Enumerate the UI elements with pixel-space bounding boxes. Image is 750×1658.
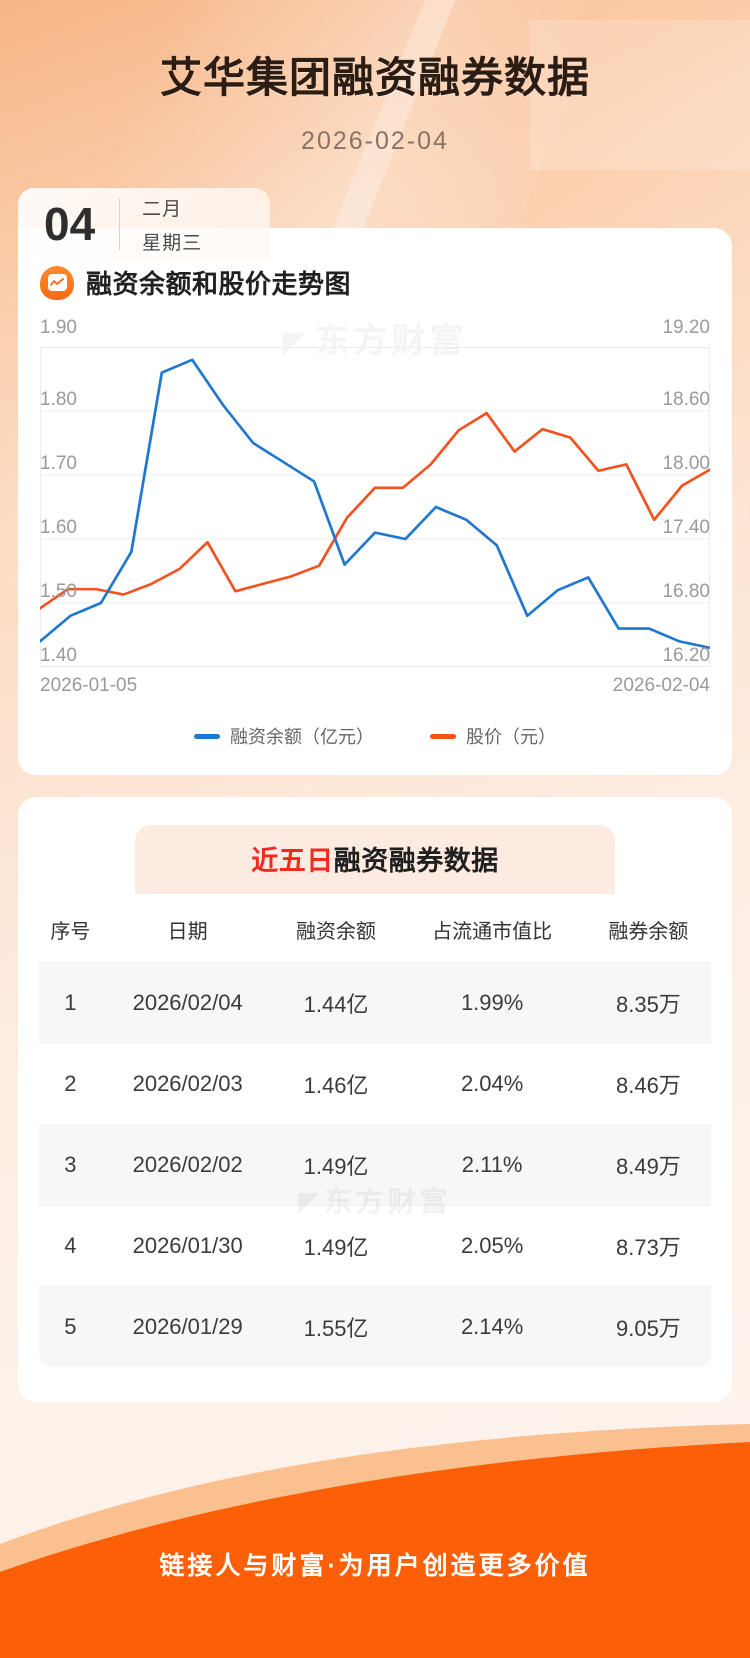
right-axis-tick-5: 16.20 bbox=[662, 645, 710, 666]
page-footer: 链接人与财富·为用户创造更多价值 bbox=[0, 1424, 750, 1658]
legend-label-price: 股价（元） bbox=[466, 727, 556, 747]
date-month: 二月 bbox=[142, 198, 183, 220]
line-chart-icon bbox=[40, 265, 74, 300]
left-axis-tick-3: 1.60 bbox=[40, 517, 77, 538]
table-title-rest: 融资融券数据 bbox=[333, 846, 499, 876]
footer-wave bbox=[0, 1424, 750, 1658]
page-subtitle-date: 2026-02-04 bbox=[301, 127, 449, 155]
legend-item-price[interactable]: 股价（元） bbox=[430, 723, 556, 749]
chart-body: ◤东方财富 1.90 19.20 1.801.701.601.501.40 18… bbox=[18, 309, 732, 749]
right-axis-tick-4: 16.80 bbox=[662, 581, 710, 602]
right-axis-tick-2: 18.00 bbox=[662, 453, 710, 474]
right-axis-tick-0: 19.20 bbox=[662, 317, 710, 338]
chart-legend: 融资余额（亿元） 股价（元） bbox=[18, 723, 732, 749]
table-body: 1 2026/02/04 1.44亿 1.99% 8.35万 2 2026/02/03 1.4… bbox=[39, 962, 711, 1367]
legend-swatch-balance bbox=[194, 733, 220, 739]
chart-header: 融资余额和股价走势图 bbox=[18, 250, 732, 309]
column-header-balance: 融资余额 bbox=[273, 895, 399, 963]
cell-date: 2026/02/03 bbox=[101, 1043, 274, 1125]
right-axis-tick-3: 17.40 bbox=[662, 517, 710, 538]
cell-date: 2026/02/04 bbox=[101, 962, 274, 1044]
cell-date: 2026/01/29 bbox=[101, 1286, 274, 1367]
left-axis-ticks: 1.80 1.70 1.60 1.50 1.40 bbox=[40, 347, 710, 667]
page-header: 艾华集团融资融券数据 2026-02-04 bbox=[0, 0, 750, 156]
left-axis-tick-2: 1.70 bbox=[40, 453, 77, 474]
column-header-date: 日期 bbox=[101, 895, 274, 963]
chart-card: 融资余额和股价走势图 ◤东方财富 1.90 19.20 1.801.701.60… bbox=[18, 228, 732, 775]
cell-balance: 1.55亿 bbox=[273, 1286, 399, 1367]
table-row: 2 2026/02/03 1.46亿 2.04% 8.46万 bbox=[39, 1043, 711, 1125]
date-weekday: 星期三 bbox=[142, 232, 203, 254]
left-axis-tick-1: 1.80 bbox=[40, 389, 77, 410]
chart-plot-area: 1.80 1.70 1.60 1.50 1.40 18.60 18.00 17.40 16.8… bbox=[40, 347, 710, 667]
table-row: 1 2026/02/04 1.44亿 1.99% 8.35万 bbox=[39, 962, 711, 1044]
chart-svg bbox=[40, 347, 710, 667]
cell-no: 5 bbox=[39, 1286, 102, 1367]
cell-no: 4 bbox=[39, 1205, 102, 1287]
table-card: 近五日融资融券数据 ◤东方财富 序号 日期 融资余额 占流通市值比 融券余额 1… bbox=[18, 797, 732, 1402]
legend-item-balance[interactable]: 融资余额（亿元） bbox=[194, 723, 374, 749]
cell-date: 2026/02/02 bbox=[101, 1124, 274, 1206]
cell-short: 9.05万 bbox=[585, 1286, 711, 1367]
chart-x-axis: 2026-01-05 2026-02-04 bbox=[40, 675, 710, 697]
cell-short: 8.49万 bbox=[585, 1124, 711, 1206]
column-header-no: 序号 bbox=[39, 895, 102, 963]
cell-balance: 1.49亿 bbox=[273, 1124, 399, 1206]
cell-ratio: 2.14% bbox=[398, 1286, 586, 1367]
table-title: 近五日融资融券数据 bbox=[135, 825, 615, 894]
date-chip: 04 二月 星期三 bbox=[18, 188, 270, 260]
margin-trading-table: 序号 日期 融资余额 占流通市值比 融券余额 1 2026/02/04 1.44亿 1… bbox=[38, 894, 712, 1368]
date-divider bbox=[119, 198, 121, 250]
left-axis-tick-0: 1.90 bbox=[40, 317, 77, 338]
column-header-ratio: 占流通市值比 bbox=[398, 895, 586, 963]
cell-ratio: 2.04% bbox=[398, 1043, 586, 1125]
right-axis-ticks: 18.60 18.00 17.40 16.80 16.20 bbox=[40, 347, 710, 667]
table-title-highlight: 近五日 bbox=[251, 846, 334, 876]
footer-slogan: 链接人与财富·为用户创造更多价值 bbox=[159, 1552, 591, 1580]
cell-ratio: 1.99% bbox=[398, 962, 586, 1044]
cell-no: 3 bbox=[39, 1124, 102, 1206]
cell-short: 8.46万 bbox=[585, 1043, 711, 1125]
cell-balance: 1.44亿 bbox=[273, 962, 399, 1044]
legend-swatch-price bbox=[430, 733, 456, 739]
cell-short: 8.35万 bbox=[585, 962, 711, 1044]
cell-ratio: 2.11% bbox=[398, 1124, 586, 1206]
legend-label-balance: 融资余额（亿元） bbox=[230, 727, 374, 747]
cell-balance: 1.46亿 bbox=[273, 1043, 399, 1125]
chart-title: 融资余额和股价走势图 bbox=[86, 269, 352, 299]
table-row: 5 2026/01/29 1.55亿 2.14% 9.05万 bbox=[39, 1286, 711, 1367]
cell-no: 2 bbox=[39, 1043, 102, 1125]
right-axis-tick-1: 18.60 bbox=[662, 389, 710, 410]
cell-date: 2026/01/30 bbox=[101, 1205, 274, 1287]
left-axis-tick-5: 1.40 bbox=[40, 645, 77, 666]
left-axis-tick-4: 1.50 bbox=[40, 581, 77, 602]
cell-balance: 1.49亿 bbox=[273, 1205, 399, 1287]
table-row: 3 2026/02/02 1.49亿 2.11% 8.49万 bbox=[39, 1124, 711, 1206]
cell-short: 8.73万 bbox=[585, 1205, 711, 1287]
column-header-short: 融券余额 bbox=[585, 895, 711, 963]
x-axis-tick-start: 2026-01-05 bbox=[40, 675, 138, 696]
table-header-row: 序号 日期 融资余额 占流通市值比 融券余额 bbox=[39, 895, 711, 963]
x-axis-tick-end: 2026-02-04 bbox=[612, 675, 710, 696]
cell-no: 1 bbox=[39, 962, 102, 1044]
cell-ratio: 2.05% bbox=[398, 1205, 586, 1287]
page-title: 艾华集团融资融券数据 bbox=[159, 54, 590, 101]
date-day: 04 bbox=[44, 198, 96, 250]
table-row: 4 2026/01/30 1.49亿 2.05% 8.73万 bbox=[39, 1205, 711, 1287]
